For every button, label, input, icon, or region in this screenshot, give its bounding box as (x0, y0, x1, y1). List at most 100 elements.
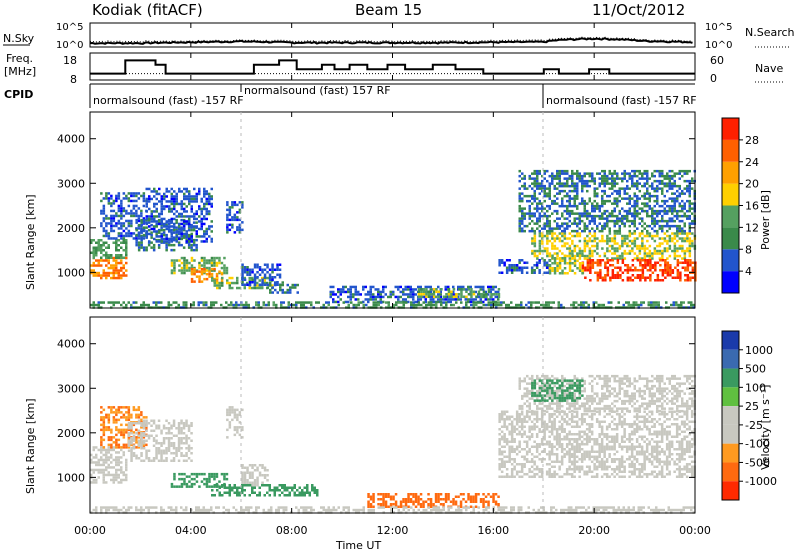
heat-cell (100, 438, 103, 442)
heat-cell (198, 275, 201, 278)
heat-cell (188, 202, 191, 206)
heat-cell (477, 293, 481, 296)
heat-cell (513, 430, 516, 433)
heat-cell (349, 290, 352, 294)
heat-cell (395, 303, 398, 307)
heat-cell (658, 227, 661, 230)
heat-cell (495, 303, 498, 307)
heat-cell (92, 269, 95, 272)
heat-cell (678, 247, 682, 250)
heat-cell (137, 219, 141, 223)
heat-cell (593, 207, 596, 210)
heat-cell (513, 440, 516, 443)
heat-cell (92, 448, 95, 452)
heat-cell (182, 459, 186, 462)
heat-cell (407, 505, 410, 508)
heat-cell (686, 172, 689, 175)
heat-cell (278, 273, 282, 276)
heat-cell (689, 261, 692, 264)
heat-cell (661, 257, 664, 260)
heat-cell (551, 234, 554, 238)
heat-cell (120, 471, 123, 474)
heat-cell (634, 276, 637, 279)
colorbar-tick-label: 24 (745, 156, 759, 169)
heat-cell (173, 266, 176, 270)
heat-cell (173, 485, 176, 488)
heat-cell (135, 233, 138, 237)
heat-cell (231, 206, 234, 209)
heat-cell (601, 179, 604, 183)
heat-cell (92, 456, 95, 459)
heat-cell (278, 494, 281, 497)
heat-cell (641, 207, 644, 210)
heat-cell (626, 237, 629, 240)
heat-cell (295, 301, 298, 304)
heat-cell (281, 484, 284, 487)
heat-cell (105, 461, 108, 464)
heat-cell (170, 269, 174, 272)
heat-cell (601, 199, 604, 203)
heat-cell (523, 187, 526, 190)
heat-cell (115, 438, 118, 442)
heat-cell (399, 295, 402, 299)
heat-cell (603, 169, 606, 173)
heat-cell (596, 261, 600, 264)
heat-cell (137, 429, 141, 432)
heat-cell (155, 215, 158, 218)
heat-cell (618, 227, 621, 230)
heat-cell (518, 425, 521, 428)
heat-cell (492, 500, 495, 503)
heat-cell (523, 182, 526, 185)
heat-cell (157, 442, 161, 445)
heat-cell (628, 249, 632, 253)
heat-cell (192, 241, 196, 244)
heat-cell (271, 489, 274, 492)
heat-cell (469, 498, 473, 501)
heat-cell (618, 189, 621, 193)
heat-cell (432, 290, 436, 293)
heat-cell (298, 494, 301, 497)
heat-cell (228, 228, 232, 232)
cpid-label: CPID (4, 88, 33, 101)
heat-cell (497, 288, 501, 291)
heat-cell (691, 207, 694, 210)
heat-cell (616, 192, 619, 195)
heat-cell (153, 210, 156, 213)
heat-cell (173, 200, 176, 203)
heat-cell (644, 276, 647, 279)
heat-cell (178, 477, 181, 481)
heat-cell (105, 466, 108, 469)
heat-cell (125, 194, 128, 198)
heat-cell (120, 274, 123, 277)
heat-cell (608, 182, 611, 185)
heat-cell (513, 438, 516, 441)
heat-cell (566, 182, 569, 185)
heat-cell (241, 221, 244, 224)
heat-cell (641, 247, 644, 250)
heat-cell (584, 266, 587, 269)
heat-cell (142, 443, 146, 447)
heat-cell (626, 187, 629, 190)
heat-cell (283, 484, 286, 487)
heat-cell (200, 259, 204, 262)
heat-cell (628, 219, 631, 223)
heat-cell (596, 214, 599, 218)
heat-cell (621, 261, 625, 264)
heat-cell (538, 192, 541, 195)
heat-cell (500, 435, 504, 438)
heat-cell (405, 301, 408, 304)
heat-cell (475, 295, 478, 298)
colorbar-swatch (722, 271, 739, 293)
heat-cell (364, 293, 367, 296)
heat-cell (636, 247, 639, 250)
heat-cell (515, 448, 519, 451)
heat-cell (195, 210, 198, 213)
heat-cell (127, 406, 131, 409)
heat-cell (160, 240, 163, 243)
heat-cell (190, 459, 193, 462)
heat-cell (616, 266, 620, 269)
heat-cell (163, 240, 166, 243)
heat-cell (100, 239, 103, 242)
heat-cell (628, 224, 631, 228)
heat-cell (523, 214, 526, 218)
